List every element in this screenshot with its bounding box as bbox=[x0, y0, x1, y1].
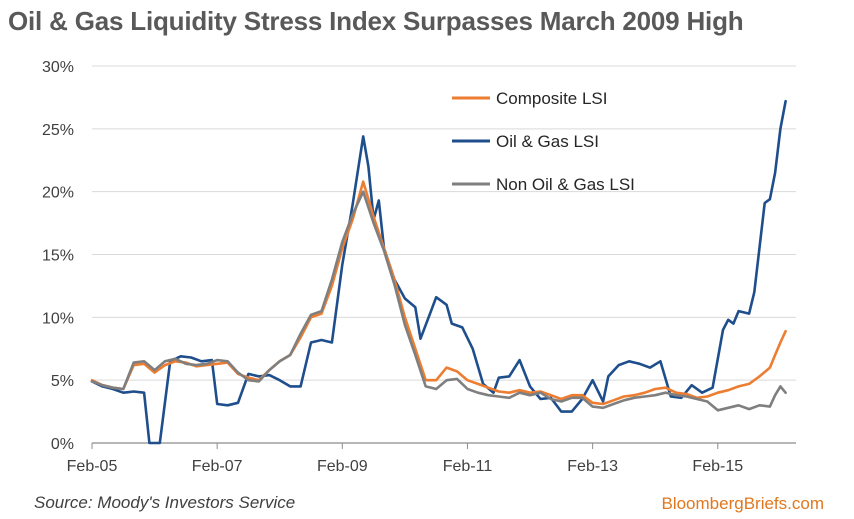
x-tick-label: Feb-15 bbox=[692, 458, 743, 475]
x-tick-label: Feb-09 bbox=[317, 458, 368, 475]
series-line-composite-lsi bbox=[90, 180, 787, 406]
series-line-oil-and-gas-lsi bbox=[90, 99, 787, 445]
x-tick-label: Feb-13 bbox=[567, 458, 618, 475]
y-tick-label: 10% bbox=[42, 310, 74, 327]
brand-label: BloombergBriefs.com bbox=[661, 494, 824, 513]
source-note: Source: Moody's Investors Service bbox=[34, 493, 296, 512]
legend-label: Oil & Gas LSI bbox=[496, 132, 599, 151]
y-tick-label: 5% bbox=[51, 373, 74, 390]
x-tick-label: Feb-11 bbox=[443, 458, 493, 475]
legend-label: Composite LSI bbox=[496, 89, 608, 108]
y-tick-label: 25% bbox=[42, 122, 74, 139]
series-line-non-oil-and-gas-lsi bbox=[90, 190, 787, 412]
chart-title: Oil & Gas Liquidity Stress Index Surpass… bbox=[8, 6, 744, 36]
x-tick-label: Feb-07 bbox=[192, 458, 243, 475]
x-tick-label: Feb-05 bbox=[67, 458, 118, 475]
y-tick-label: 30% bbox=[42, 59, 74, 76]
y-tick-label: 0% bbox=[51, 436, 74, 453]
y-tick-label: 15% bbox=[42, 248, 74, 265]
y-tick-label: 20% bbox=[42, 185, 74, 202]
legend-label: Non Oil & Gas LSI bbox=[496, 175, 635, 194]
